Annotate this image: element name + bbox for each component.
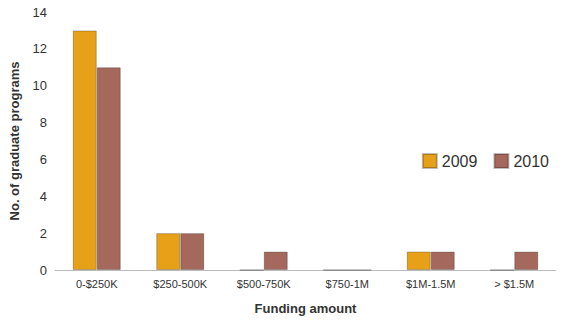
svg-text:$750-1M: $750-1M xyxy=(326,278,369,290)
svg-text:12: 12 xyxy=(33,41,47,56)
svg-text:2: 2 xyxy=(40,226,47,241)
svg-text:$1M-1.5M: $1M-1.5M xyxy=(406,278,456,290)
svg-text:10: 10 xyxy=(33,78,47,93)
svg-text:14: 14 xyxy=(33,5,47,20)
svg-text:No. of graduate programs: No. of graduate programs xyxy=(7,62,22,221)
svg-text:0-$250K: 0-$250K xyxy=(76,278,118,290)
svg-text:2009: 2009 xyxy=(442,153,478,170)
svg-text:8: 8 xyxy=(40,115,47,130)
svg-text:> $1.5M: > $1.5M xyxy=(494,278,534,290)
svg-text:2010: 2010 xyxy=(513,153,549,170)
svg-text:$500-750K: $500-750K xyxy=(237,278,291,290)
svg-text:6: 6 xyxy=(40,152,47,167)
svg-text:4: 4 xyxy=(40,189,47,204)
svg-text:$250-500K: $250-500K xyxy=(153,278,207,290)
svg-text:Funding amount: Funding amount xyxy=(255,301,357,316)
svg-text:0: 0 xyxy=(40,263,47,278)
